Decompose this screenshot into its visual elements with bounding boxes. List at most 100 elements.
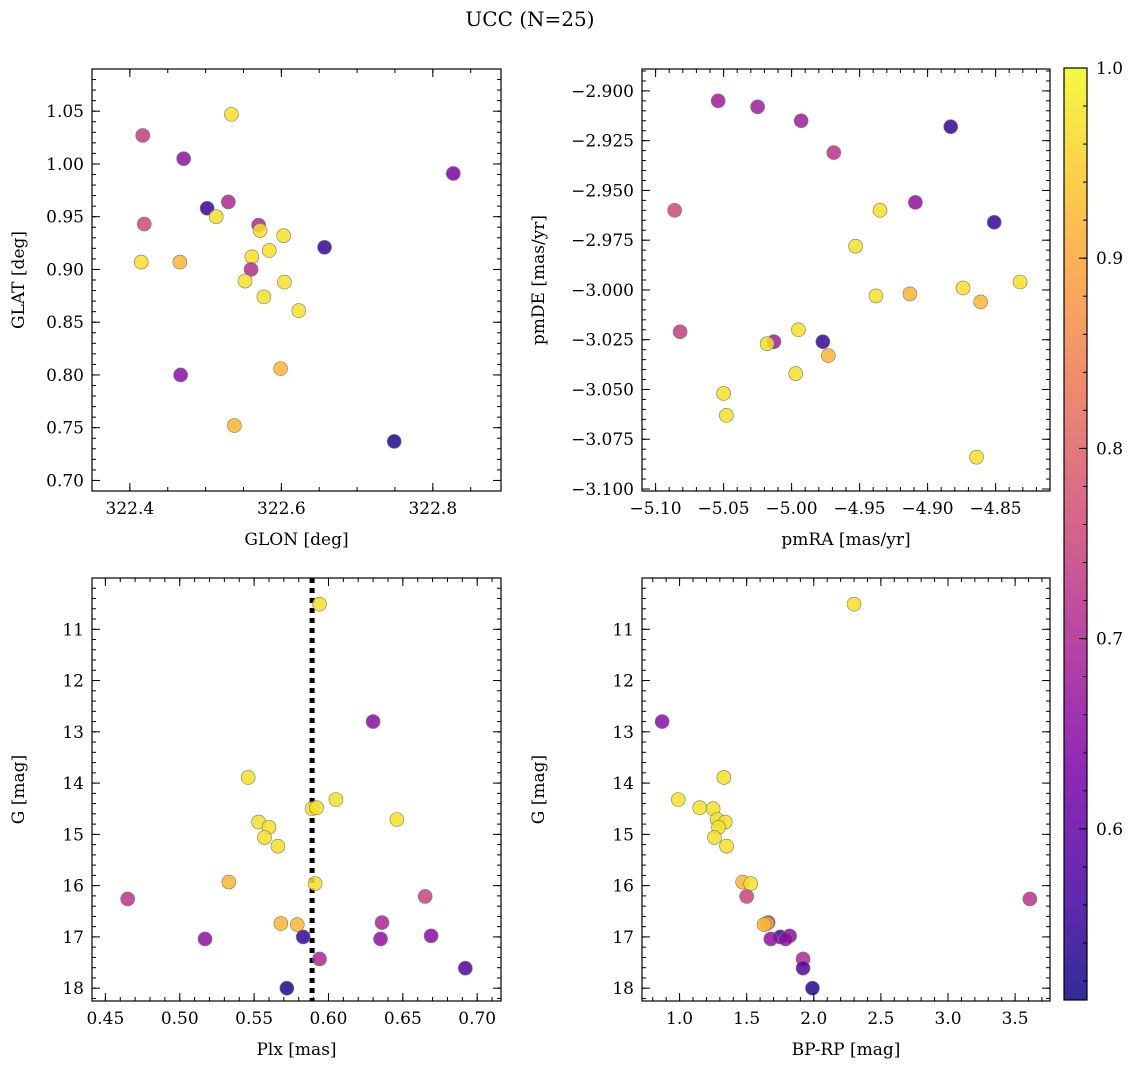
y-tick-label: −3.100: [571, 480, 634, 500]
colorbar-tick-label: 0.6: [1096, 820, 1123, 840]
y-tick-label: 1.00: [46, 155, 84, 175]
scatter-point: [135, 128, 151, 143]
y-tick-label: −3.000: [571, 281, 634, 301]
scatter-point: [317, 239, 332, 255]
scatter-point: [133, 254, 149, 270]
x-tick-label: 1.0: [666, 1009, 693, 1029]
colorbar: 0.6 0.7 0.8 0.9 1.0: [1063, 59, 1123, 1001]
scatter-point: [788, 366, 803, 381]
colorbar-frame: [1063, 67, 1088, 1001]
y-tick-label: 11: [612, 620, 634, 640]
y-tick-label: 17: [62, 928, 84, 948]
scatter-point: [176, 151, 191, 166]
x-tick-label: 1.5: [733, 1009, 760, 1029]
scatter-point: [868, 288, 884, 304]
axis-ticks: [641, 69, 1051, 491]
colorbar-tick-label: 0.9: [1096, 249, 1123, 269]
x-tick-label: −4.85: [970, 499, 1022, 519]
y-tick-label: 13: [612, 723, 634, 743]
y-tick-label: 0.75: [46, 419, 84, 439]
y-tick-label: 1.05: [46, 102, 84, 122]
scatter-point: [955, 280, 971, 296]
axes-frame: [641, 68, 1051, 492]
x-tick-label: 0.70: [458, 1009, 496, 1029]
scatter-point: [276, 228, 291, 243]
scatter-point: [243, 262, 259, 277]
scatter-point: [365, 714, 381, 729]
y-tick-label: 18: [612, 979, 634, 999]
scatter-point: [943, 119, 959, 135]
y-tick-label: 15: [612, 825, 634, 845]
scatter-point: [261, 243, 277, 258]
scatter-point: [307, 876, 323, 891]
y-tick-label: −2.950: [571, 181, 634, 201]
scatter-point: [795, 960, 811, 976]
y-tick-label: 0.85: [46, 313, 84, 333]
scatter-point: [277, 274, 292, 290]
y-tick-label: 12: [612, 672, 634, 692]
y-axis-label: GLAT [deg]: [9, 231, 29, 329]
x-tick-label: −4.95: [834, 499, 886, 519]
y-tick-label: −2.900: [571, 82, 634, 102]
scatter-point: [719, 838, 734, 854]
y-tick-label: −2.925: [571, 132, 634, 152]
scatter-point: [846, 596, 862, 612]
scatter-point: [793, 113, 809, 129]
x-tick-label: 0.50: [161, 1009, 199, 1029]
colorbar-gradient: [1064, 68, 1087, 1000]
y-tick-label: 16: [612, 877, 634, 897]
scatter-point: [273, 916, 289, 931]
scatter-point: [244, 249, 260, 265]
scatter-point: [417, 889, 433, 904]
scatter-point: [826, 145, 842, 160]
panel-plx-g: 0.45 0.50 0.55 0.60 0.65 0.70 11 12 13 14 15 16 17 18…: [9, 577, 502, 1060]
y-tick-label: 12: [62, 672, 84, 692]
scatter-point: [791, 322, 806, 338]
scatter-point: [328, 792, 344, 807]
scatter-panels: 322.4 322.6 322.8 0.70 0.75 0.80 0.85 0.90 0.95 1…: [9, 68, 1051, 1060]
colorbar-tick-label: 0.7: [1096, 630, 1123, 650]
y-tick-label: 14: [62, 774, 84, 794]
scatter-point: [654, 714, 670, 729]
panel-pmra-pmde: −5.10 −5.05 −5.00 −4.95 −4.90 −4.85 −2.900 −2.9…: [529, 68, 1051, 550]
scatter-point: [667, 203, 682, 218]
scatter-point: [719, 408, 734, 423]
x-tick-label: 3.5: [1002, 1009, 1029, 1029]
x-tick-label: 0.45: [86, 1009, 124, 1029]
scatter-point: [373, 931, 388, 947]
scatter-points: [120, 596, 473, 996]
panel-bprp-g: 1.0 1.5 2.0 2.5 3.0 3.5 11 12 13 14 15 16 17 18 BP-RP …: [529, 577, 1051, 1060]
scatter-point: [309, 800, 324, 816]
colorbar-tick-label: 0.8: [1096, 439, 1123, 459]
scatter-point: [312, 596, 327, 612]
x-tick-label: −4.90: [902, 499, 954, 519]
scatter-point: [716, 386, 731, 401]
scatter-point: [173, 367, 188, 383]
scatter-point: [279, 980, 295, 996]
scatter-point: [805, 980, 820, 996]
scatter-point: [739, 889, 754, 904]
scatter-point: [908, 195, 923, 210]
x-axis-label: Plx [mas]: [256, 1040, 336, 1060]
axis-ticks: [642, 577, 1050, 1001]
x-tick-label: 322.6: [257, 499, 306, 519]
scatter-point: [227, 418, 242, 433]
scatter-point: [778, 931, 793, 947]
axis-ticks: [91, 68, 501, 492]
scatter-point: [973, 294, 988, 310]
scatter-point: [256, 289, 272, 305]
scatter-point: [240, 770, 256, 785]
x-tick-label: 0.60: [310, 1009, 348, 1029]
panel-glon-glat: 322.4 322.6 322.8 0.70 0.75 0.80 0.85 0.90 0.95 1…: [9, 68, 502, 550]
x-axis-label: GLON [deg]: [244, 530, 348, 550]
colorbar-tick-label: 1.0: [1096, 59, 1123, 79]
y-tick-label: 17: [612, 928, 634, 948]
x-tick-label: 3.0: [934, 1009, 961, 1029]
scatter-point: [197, 931, 213, 947]
y-tick-label: −3.075: [571, 430, 634, 450]
scatter-point: [710, 93, 726, 109]
scatter-point: [707, 830, 722, 845]
scatter-point: [120, 891, 135, 907]
y-tick-label: 18: [62, 979, 84, 999]
